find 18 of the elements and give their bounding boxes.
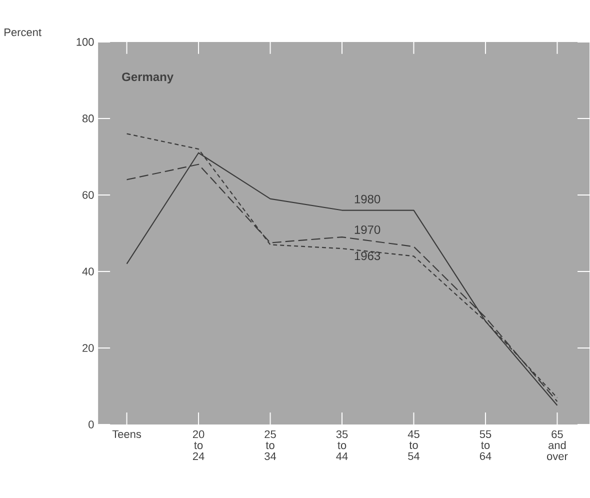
- y-tick-label: 0: [88, 420, 94, 428]
- y-tick-label: 40: [82, 267, 94, 276]
- x-tick-label: 25 to 34: [264, 430, 276, 460]
- series-label: 1980: [354, 194, 380, 204]
- x-tick-label: 35 to 44: [336, 430, 348, 460]
- y-tick-label: 80: [82, 114, 94, 122]
- x-tick-label: 65 and over: [547, 430, 568, 460]
- y-tick-label: 100: [76, 38, 94, 46]
- series-label: 1970: [354, 225, 380, 234]
- y-tick-label: 60: [82, 190, 94, 199]
- x-tick-label: 20 to 24: [192, 430, 204, 460]
- series-label: 1963: [354, 251, 380, 260]
- x-tick-label: Teens: [112, 430, 142, 438]
- y-tick-label: 20: [82, 344, 94, 352]
- x-tick-label: 45 to 54: [408, 430, 420, 460]
- y-axis-title: Percent: [4, 28, 42, 36]
- x-tick-label: 55 to 64: [480, 430, 492, 460]
- text: Germany: [122, 72, 174, 84]
